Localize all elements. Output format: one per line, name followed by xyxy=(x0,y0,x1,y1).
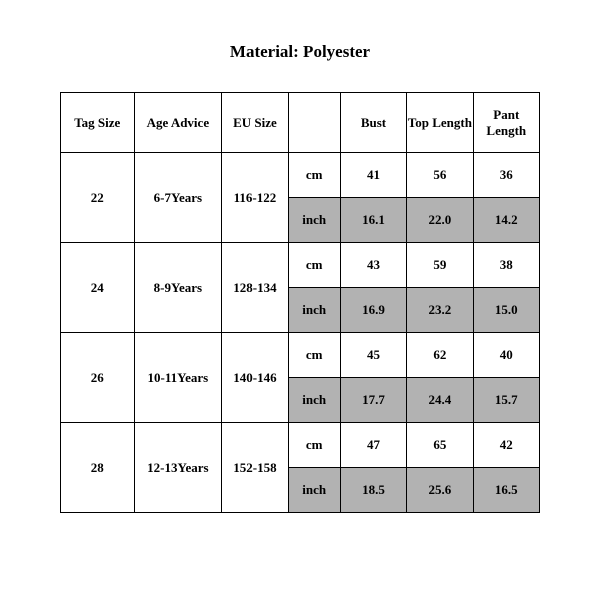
cell-pant: 38 xyxy=(473,243,539,288)
cell-tag: 28 xyxy=(61,423,135,513)
cell-pant: 15.0 xyxy=(473,288,539,333)
table-row: 28 12-13Years 152-158 cm 47 65 42 xyxy=(61,423,540,468)
cell-top: 23.2 xyxy=(407,288,473,333)
cell-bust: 43 xyxy=(340,243,406,288)
cell-top: 25.6 xyxy=(407,468,473,513)
size-table: Tag Size Age Advice EU Size Bust Top Len… xyxy=(60,92,540,513)
cell-bust: 17.7 xyxy=(340,378,406,423)
cell-top: 22.0 xyxy=(407,198,473,243)
cell-top: 56 xyxy=(407,153,473,198)
cell-bust: 18.5 xyxy=(340,468,406,513)
cell-age: 6-7Years xyxy=(134,153,222,243)
page-title: Material: Polyester xyxy=(60,42,540,62)
cell-age: 8-9Years xyxy=(134,243,222,333)
cell-pant: 16.5 xyxy=(473,468,539,513)
cell-top: 24.4 xyxy=(407,378,473,423)
cell-unit: inch xyxy=(288,468,340,513)
cell-bust: 16.9 xyxy=(340,288,406,333)
cell-age: 12-13Years xyxy=(134,423,222,513)
cell-top: 65 xyxy=(407,423,473,468)
cell-eu: 152-158 xyxy=(222,423,288,513)
table-row: 22 6-7Years 116-122 cm 41 56 36 xyxy=(61,153,540,198)
cell-bust: 16.1 xyxy=(340,198,406,243)
col-age-advice: Age Advice xyxy=(134,93,222,153)
cell-bust: 41 xyxy=(340,153,406,198)
cell-bust: 47 xyxy=(340,423,406,468)
col-eu-size: EU Size xyxy=(222,93,288,153)
col-unit xyxy=(288,93,340,153)
cell-tag: 26 xyxy=(61,333,135,423)
cell-unit: cm xyxy=(288,243,340,288)
cell-top: 62 xyxy=(407,333,473,378)
col-top-length: Top Length xyxy=(407,93,473,153)
col-tag-size: Tag Size xyxy=(61,93,135,153)
table-header-row: Tag Size Age Advice EU Size Bust Top Len… xyxy=(61,93,540,153)
cell-pant: 40 xyxy=(473,333,539,378)
table-row: 26 10-11Years 140-146 cm 45 62 40 xyxy=(61,333,540,378)
cell-pant: 15.7 xyxy=(473,378,539,423)
cell-top: 59 xyxy=(407,243,473,288)
table-row: 24 8-9Years 128-134 cm 43 59 38 xyxy=(61,243,540,288)
cell-unit: inch xyxy=(288,288,340,333)
cell-pant: 36 xyxy=(473,153,539,198)
cell-eu: 128-134 xyxy=(222,243,288,333)
cell-pant: 14.2 xyxy=(473,198,539,243)
cell-unit: inch xyxy=(288,198,340,243)
cell-eu: 116-122 xyxy=(222,153,288,243)
cell-bust: 45 xyxy=(340,333,406,378)
col-pant-length: Pant Length xyxy=(473,93,539,153)
page: Material: Polyester Tag Size Age Advice … xyxy=(0,0,600,600)
cell-unit: inch xyxy=(288,378,340,423)
cell-unit: cm xyxy=(288,333,340,378)
cell-age: 10-11Years xyxy=(134,333,222,423)
cell-unit: cm xyxy=(288,153,340,198)
col-bust: Bust xyxy=(340,93,406,153)
cell-pant: 42 xyxy=(473,423,539,468)
cell-eu: 140-146 xyxy=(222,333,288,423)
cell-tag: 22 xyxy=(61,153,135,243)
cell-tag: 24 xyxy=(61,243,135,333)
cell-unit: cm xyxy=(288,423,340,468)
